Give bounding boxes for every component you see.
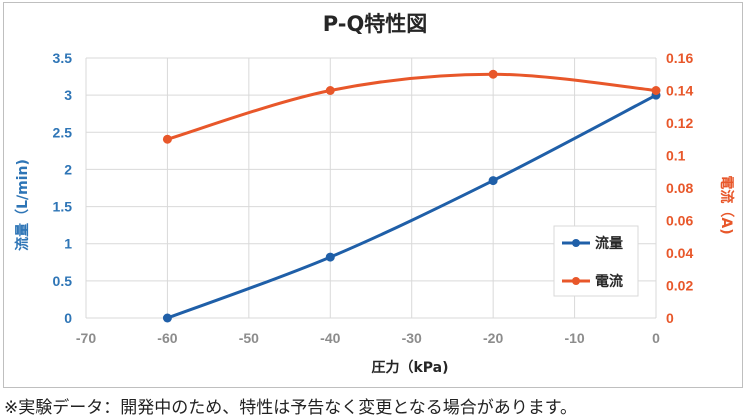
x-tick-label: -70: [76, 330, 96, 346]
data-point-current: [651, 86, 661, 95]
left-tick-label: 0: [64, 310, 72, 326]
right-tick-label: 0.08: [666, 180, 693, 196]
right-tick-label: 0.04: [666, 245, 693, 261]
left-axis-ticks: 0 0.5 1 1.5 2 2.5 3 3.5: [53, 50, 73, 326]
legend-marker-flow: [572, 239, 580, 247]
footnote: ※実験データ：開発中のため、特性は予告なく変更となる場合があります。: [4, 398, 578, 418]
data-point-current: [162, 134, 172, 144]
left-tick-label: 2: [64, 161, 72, 177]
x-tick-label: -60: [157, 330, 177, 346]
right-tick-label: 0: [666, 310, 674, 326]
data-point-flow: [325, 252, 335, 262]
data-point-flow: [162, 313, 172, 323]
x-tick-label: -40: [320, 330, 340, 346]
right-tick-label: 0.12: [666, 115, 693, 131]
right-tick-label: 0.02: [666, 278, 693, 294]
x-tick-label: -10: [564, 330, 584, 346]
data-point-current: [488, 69, 498, 79]
right-tick-label: 0.16: [666, 50, 693, 66]
series-line-current: [166, 72, 657, 141]
right-axis-label: 電流（A): [718, 175, 735, 234]
left-tick-label: 1.5: [53, 199, 73, 215]
chart-title: P-Q特性図: [323, 12, 428, 36]
x-tick-label: -30: [402, 330, 422, 346]
data-point-flow: [488, 176, 498, 186]
x-axis-label: 圧力（kPa): [371, 359, 448, 376]
right-tick-label: 0.14: [666, 83, 693, 99]
left-tick-label: 0.5: [53, 273, 73, 289]
left-axis-label: 流量（L/min): [14, 159, 31, 251]
data-point-current: [325, 86, 335, 95]
left-tick-label: 3: [64, 87, 72, 103]
x-tick-label: 0: [652, 330, 660, 346]
chart-frame: [3, 2, 743, 388]
x-axis-ticks: -70 -60 -50 -40 -30 -20 -10 0: [76, 330, 660, 346]
left-tick-label: 2.5: [53, 124, 73, 140]
x-tick-label: -50: [239, 330, 259, 346]
legend: 流量 電流: [553, 225, 639, 297]
series-line-flow: [166, 93, 657, 320]
legend-marker-current: [572, 277, 580, 285]
left-tick-label: 3.5: [53, 50, 73, 66]
left-tick-label: 1: [64, 236, 72, 252]
x-tick-label: -20: [483, 330, 503, 346]
right-tick-label: 0.06: [666, 213, 693, 229]
right-axis-ticks: 0 0.02 0.04 0.06 0.08 0.1 0.12 0.14 0.16: [666, 50, 693, 326]
pq-chart: P-Q特性図 0 0.5 1 1.5 2 2.5 3 3.5 0 0.02 0.04 0.06 0.0…: [14, 12, 735, 376]
legend-label-flow: 流量: [595, 235, 623, 252]
legend-box: [553, 225, 639, 297]
gridlines: [85, 57, 657, 319]
series-layer: [162, 69, 661, 323]
right-tick-label: 0.1: [666, 148, 686, 164]
legend-label-current: 電流: [595, 273, 623, 290]
